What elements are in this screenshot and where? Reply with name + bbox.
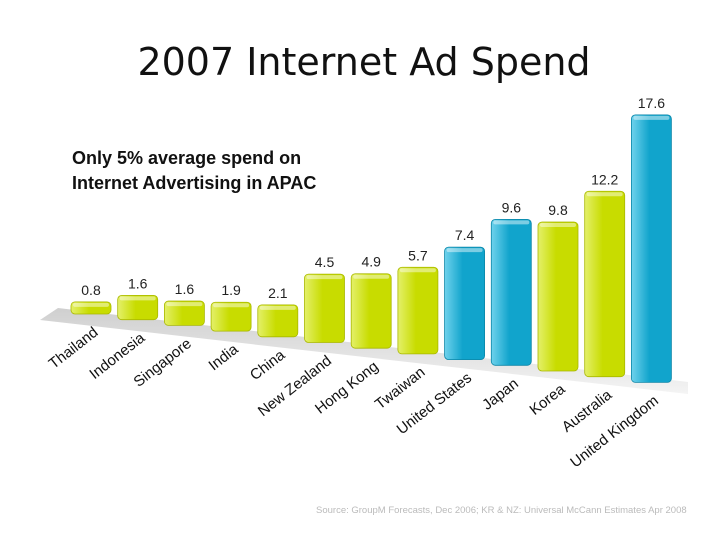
bar-thailand <box>70 301 112 315</box>
bar-india <box>210 301 252 332</box>
category-label-korea: Korea <box>526 380 569 418</box>
value-label-twaiwan: 5.7 <box>408 247 428 263</box>
value-label-new-zealand: 4.5 <box>315 254 335 270</box>
source-note: Source: GroupM Forecasts, Dec 2006; KR &… <box>316 505 687 516</box>
bar-cap-australia <box>586 192 623 197</box>
bar-cap-china <box>259 305 296 310</box>
value-label-united-kingdom: 17.6 <box>638 95 665 111</box>
bar-cap-india <box>213 303 250 308</box>
bar-china <box>257 304 299 338</box>
bar-new-zealand <box>304 273 345 343</box>
bar-cap-singapore <box>166 302 203 307</box>
value-label-hong-kong: 4.9 <box>361 254 381 270</box>
chart-floor <box>40 308 688 394</box>
bar-united-kingdom <box>631 114 672 383</box>
category-label-japan: Japan <box>479 375 522 414</box>
category-label-india: India <box>205 340 242 374</box>
value-label-korea: 9.8 <box>548 202 568 218</box>
value-labels: 0.8 1.6 1.6 1.9 2.1 4.5 4.9 5.7 7.4 9.6 9.8 12.2 17.… <box>81 95 665 301</box>
bar-cap-united-states <box>446 248 483 253</box>
value-label-indonesia: 1.6 <box>128 275 148 291</box>
chart-annotation: Only 5% average spend on Internet Advert… <box>72 146 316 196</box>
bar-australia <box>584 190 626 378</box>
chart-title: 2007 Internet Ad Spend <box>137 40 591 84</box>
bar-japan <box>490 218 532 366</box>
bar-hong-kong <box>350 273 392 349</box>
bar-series <box>70 114 672 383</box>
bar-united-states <box>444 246 486 360</box>
bar-korea <box>537 221 579 372</box>
bar-twaiwan <box>397 266 439 355</box>
value-label-australia: 12.2 <box>591 171 618 187</box>
bar-cap-indonesia <box>119 296 156 301</box>
value-label-india: 1.9 <box>221 282 241 298</box>
category-label-china: China <box>247 346 289 384</box>
bar-cap-new-zealand <box>306 275 343 280</box>
bar-cap-korea <box>540 223 576 228</box>
bar-cap-united-kingdom <box>633 115 670 120</box>
value-label-japan: 9.6 <box>502 199 522 215</box>
annotation-line-1: Only 5% average spend on <box>72 148 302 168</box>
value-label-singapore: 1.6 <box>175 281 195 297</box>
bar-cap-japan <box>493 220 530 225</box>
bar-cap-twaiwan <box>399 268 436 273</box>
annotation-line-2: Internet Advertising in APAC <box>72 173 317 193</box>
value-label-united-states: 7.4 <box>455 227 475 243</box>
bar-cap-hong-kong <box>353 274 390 279</box>
bar-singapore <box>163 300 205 326</box>
bar-indonesia <box>117 294 159 321</box>
bar-cap-thailand <box>73 302 109 307</box>
value-label-china: 2.1 <box>268 285 288 301</box>
value-label-thailand: 0.8 <box>81 282 101 298</box>
